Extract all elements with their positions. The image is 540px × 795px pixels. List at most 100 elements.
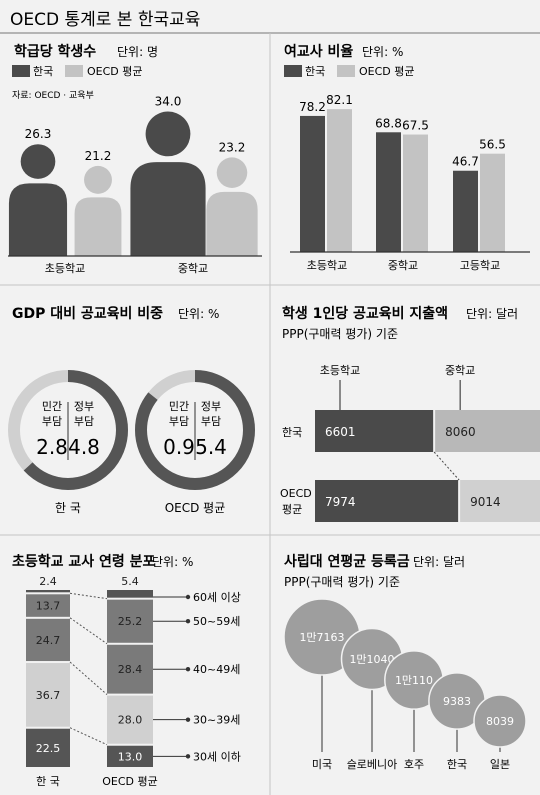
spending-unit: 단위: 달러 [466,307,518,321]
class-size-cat-0: 초등학교 [45,262,85,275]
female-teacher-cat-2: 고등학교 [460,259,500,272]
spending-row-label: OECD [280,487,312,500]
age-segment [26,618,70,662]
age-segment [26,728,70,767]
person-body [8,183,68,256]
female-teacher-bar [327,109,352,253]
spending-title: 학생 1인당 공교육비 지출액 [282,305,448,322]
spending-value: 7974 [325,495,356,509]
label-public: 정부 [201,400,221,413]
spending-segment [460,480,540,522]
female-teacher-value: 67.5 [402,119,429,133]
female-teacher-title: 여교사 비율 [284,43,353,60]
tuition-country-label: 슬로베니아 [347,758,398,771]
spending-category-label: 중학교 [445,364,475,377]
legend-label-korea: 한국 [33,65,53,78]
age-pointer-dot [185,754,191,759]
age-value: 28.0 [118,714,143,727]
label-public: 부담 [74,415,94,428]
spending-segment [435,410,540,452]
age-segment [107,695,153,744]
person-body [74,197,122,256]
donut-public-arc [135,370,255,490]
donut-group-name: OECD 평균 [165,501,226,515]
legend-swatch-oecd-2 [337,65,355,77]
person-head [20,144,56,179]
person-head [84,165,112,194]
age-value: 28.4 [118,663,143,676]
spending-per-student-chart: 학생 1인당 공교육비 지출액 단위: 달러 PPP(구매력 평가) 기준 66… [280,305,540,522]
tuition-chart: 사립대 연평균 등록금 단위: 달러 PPP(구매력 평가) 기준 1만7163… [283,553,527,771]
person-figure-0-1 [74,165,122,256]
age-group-label: 40~49세 [193,663,240,676]
age-value: 13.7 [36,600,61,613]
person-figure-1-0 [130,111,206,256]
age-value: 2.4 [39,575,57,588]
person-head [216,157,248,188]
class-size-value: 26.3 [25,127,52,141]
age-value: 13.0 [118,750,143,763]
age-connector [69,661,108,695]
class-size-value: 23.2 [219,140,246,154]
age-column-label: 한 국 [36,775,60,788]
person-figure-1-1 [206,157,258,256]
label-private: 민간 [169,400,189,413]
female-teacher-bar [403,134,428,252]
class-size-unit: 단위: 명 [117,45,158,59]
age-value: 36.7 [36,689,61,702]
class-size-chart: 학급당 학생수 단위: 명 한국 OECD 평균 자료: OECD · 교육부 … [8,43,262,275]
age-pointer-dot [185,717,191,722]
tuition-value: 1만1040 [349,653,394,666]
class-size-cat-1: 중학교 [178,262,208,275]
class-size-title: 학급당 학생수 [14,43,96,60]
tuition-country-label: 호주 [404,758,424,771]
tuition-unit: 단위: 달러 [413,555,465,569]
tuition-country-label: 한국 [447,758,467,771]
legend-label-oecd: OECD 평균 [87,65,143,78]
female-teacher-unit: 단위: % [362,45,403,59]
person-body [130,162,206,256]
spending-row-label: 평균 [282,503,302,516]
spending-segment [315,410,434,452]
class-size-value: 34.0 [155,95,182,109]
donut-private-value: 2.8 [36,435,68,459]
female-teacher-bar [453,170,478,252]
spending-value: 8060 [445,425,476,439]
female-teacher-value: 46.7 [452,155,479,169]
legend-label-korea-2: 한국 [305,65,325,78]
spending-value: 6601 [325,425,356,439]
spending-value: 9014 [470,495,501,509]
spending-connector [433,451,460,481]
female-teacher-value: 68.8 [375,116,402,130]
age-group-label: 50~59세 [193,615,240,628]
tuition-title: 사립대 연평균 등록금 [284,553,410,570]
label-private: 부담 [169,415,189,428]
gdp-unit: 단위: % [178,307,219,321]
class-size-value: 21.2 [85,149,112,163]
donut-group-name: 한 국 [55,501,81,515]
age-segment [107,745,153,767]
spending-subtitle: PPP(구매력 평가) 기준 [282,327,398,341]
legend-swatch-korea-2 [284,65,302,77]
age-group-label: 60세 이상 [193,591,241,604]
donut-public-value: 5.4 [195,435,227,459]
donut-private-value: 0.9 [163,435,195,459]
female-teacher-value: 78.2 [299,100,326,114]
person-figure-0-0 [8,144,68,256]
age-segment [26,590,70,593]
person-head [145,111,191,157]
age-connector [69,592,108,600]
female-teacher-cat-0: 초등학교 [307,259,347,272]
female-teacher-cat-1: 중학교 [388,259,418,272]
gdp-title: GDP 대비 공교육비 비중 [12,306,163,322]
teacher-age-chart: 초등학교 교사 연령 분포 단위: % 22.5 36.7 24.7 13.7 2.4 한… [12,554,241,788]
legend-label-oecd-2: OECD 평균 [359,65,415,78]
age-segment [26,663,70,727]
page-title: OECD 통계로 본 한국교육 [10,10,200,30]
person-body [206,191,258,256]
age-segment [107,644,153,694]
age-pointer-dot [185,666,191,672]
tuition-value: 1만110 [395,674,433,687]
female-teacher-bar [376,132,401,252]
